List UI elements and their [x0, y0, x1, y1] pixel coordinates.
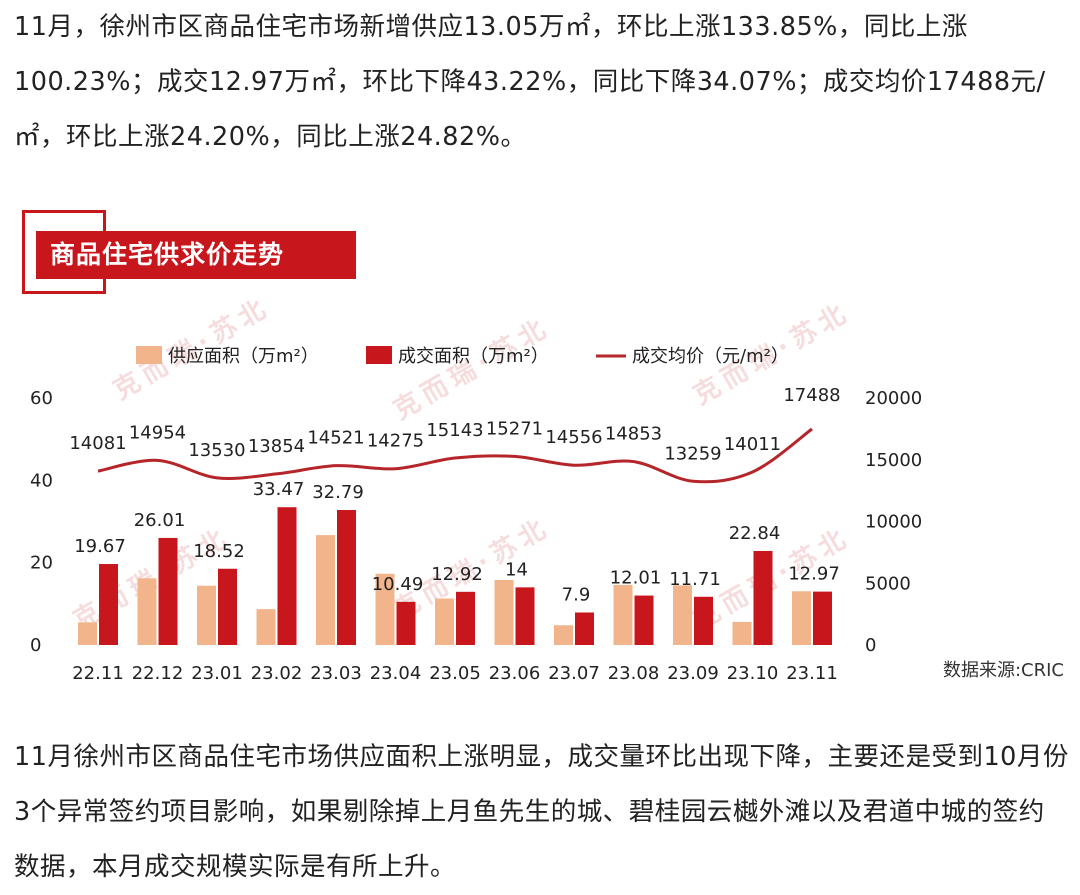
bar-supply	[435, 598, 454, 645]
source-note: 数据来源:CRIC	[943, 660, 1064, 681]
bar-deal	[753, 550, 773, 645]
bar-deal	[456, 591, 475, 645]
bar-deal	[634, 595, 654, 645]
bar-supply	[137, 578, 157, 645]
right-axis-tick: 20000	[865, 388, 922, 409]
bar-deal	[396, 601, 416, 645]
bar-supply	[792, 591, 811, 645]
right-axis-tick: 15000	[865, 450, 922, 471]
bar-deal-label: 10.49	[372, 574, 424, 595]
bar-deal-label: 12.01	[610, 568, 662, 589]
bar-deal-label: 11.71	[669, 569, 721, 590]
bar-deal	[694, 596, 713, 645]
x-axis-tick: 23.04	[370, 663, 422, 684]
price-label: 14275	[367, 431, 424, 452]
bar-supply	[256, 609, 276, 645]
x-axis-tick: 23.06	[489, 663, 541, 684]
right-axis-tick: 5000	[865, 573, 911, 594]
left-axis-tick: 20	[30, 553, 53, 574]
x-axis-tick: 23.01	[191, 663, 243, 684]
legend-deal-label: 成交面积（万m²）	[398, 346, 549, 367]
bar-supply	[673, 585, 692, 645]
bar-supply	[554, 625, 573, 645]
price-label: 14954	[129, 422, 186, 443]
x-axis-tick: 23.07	[548, 663, 600, 684]
price-label: 15271	[486, 418, 543, 439]
bar-deal	[515, 587, 535, 645]
price-label: 17488	[783, 385, 840, 406]
price-label: 13259	[664, 443, 721, 464]
bar-deal-label: 7.9	[562, 584, 591, 605]
x-axis-tick: 23.08	[608, 663, 660, 684]
section-title: 商品住宅供求价走势	[36, 231, 356, 279]
price-label: 14853	[605, 424, 662, 445]
bar-supply	[78, 622, 97, 645]
left-axis-tick: 40	[30, 470, 53, 491]
bar-deal	[813, 591, 832, 645]
bar-supply	[613, 584, 633, 645]
bar-deal-label: 18.52	[193, 541, 245, 562]
intro-paragraph: 11月，徐州市区商品住宅市场新增供应13.05万㎡，环比上涨133.85%，同比…	[14, 12, 1046, 152]
price-line	[97, 427, 813, 484]
x-axis-tick: 23.02	[251, 663, 303, 684]
price-label: 15143	[426, 420, 483, 441]
price-label: 14011	[724, 434, 781, 455]
x-axis-tick: 23.11	[786, 663, 838, 684]
legend-price-label: 成交均价（元/m²）	[632, 346, 789, 367]
bar-supply	[316, 535, 335, 645]
x-axis: 22.11 22.12 23.01 23.02 23.03 23.04 23.05 23.06…	[72, 663, 838, 684]
right-axis-tick: 10000	[865, 512, 922, 533]
price-label: 14556	[545, 427, 602, 448]
right-axis-tick: 0	[865, 635, 876, 656]
bar-deal-label: 33.47	[253, 479, 305, 500]
chart-legend: 供应面积（万m²） 成交面积（万m²） 成交均价（元/m²）	[136, 346, 789, 367]
x-axis-tick: 23.09	[667, 663, 719, 684]
bars-layer: 19.67 26.01 18.52 33.47 32.79 10.49 12.92 14 7.9…	[74, 479, 840, 645]
right-axis: 0 5000 10000 15000 20000	[865, 388, 922, 656]
bar-deal-label: 19.67	[74, 536, 126, 557]
bar-deal	[158, 537, 178, 645]
bar-deal	[218, 568, 237, 645]
price-label: 14521	[307, 428, 364, 449]
bar-supply	[732, 621, 752, 645]
bar-deal-label: 12.97	[788, 564, 840, 585]
left-axis: 0 20 40 60	[30, 388, 53, 656]
x-axis-tick: 22.11	[72, 663, 124, 684]
left-axis-tick: 0	[30, 635, 41, 656]
bar-deal	[575, 612, 594, 645]
bar-deal-label: 22.84	[729, 523, 781, 544]
left-axis-tick: 60	[30, 388, 53, 409]
x-axis-tick: 23.03	[310, 663, 362, 684]
legend-deal-swatch	[366, 346, 392, 364]
price-label: 13530	[188, 440, 245, 461]
bar-supply	[197, 585, 216, 645]
bar-deal-label: 14	[505, 559, 528, 580]
bar-supply	[375, 573, 395, 645]
x-axis-tick: 22.12	[132, 663, 184, 684]
legend-supply-swatch	[136, 346, 162, 364]
x-axis-tick: 23.05	[429, 663, 481, 684]
bar-deal-label: 26.01	[134, 510, 186, 531]
bar-deal	[277, 507, 297, 645]
bar-supply	[494, 579, 514, 645]
watermark-text: 克而瑞·苏北	[389, 312, 556, 426]
bar-deal	[337, 510, 356, 645]
bar-deal-label: 32.79	[312, 482, 364, 503]
analysis-paragraph: 11月徐州市区商品住宅市场供应面积上涨明显，成交量环比出现下降，主要还是受到10…	[14, 742, 1069, 882]
bar-deal	[99, 564, 118, 645]
legend-supply-label: 供应面积（万m²）	[168, 346, 319, 367]
price-label: 14081	[69, 433, 126, 454]
price-label: 13854	[248, 436, 305, 457]
x-axis-tick: 23.10	[727, 663, 779, 684]
bar-deal-label: 12.92	[431, 564, 483, 585]
